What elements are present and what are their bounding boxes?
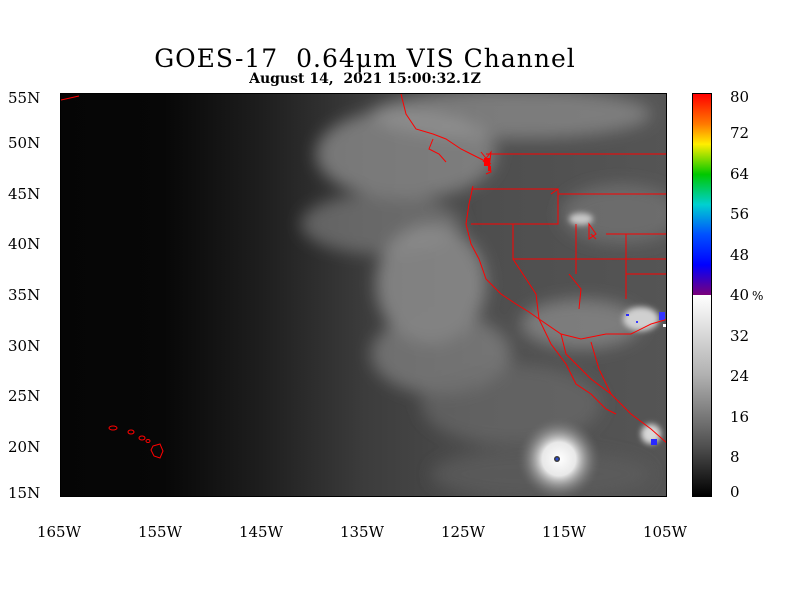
colorbar-label: 0 [730, 483, 740, 501]
satellite-imagery-svg [61, 94, 666, 496]
colorbar-label: 64 [730, 165, 750, 183]
colorbar-label: 8 [730, 448, 740, 466]
colorbar-label: 48 [730, 246, 750, 264]
saturated-pixels [626, 312, 666, 445]
hawaii-islands [108, 425, 164, 459]
colorbar-label: 72 [730, 124, 750, 142]
map-timestamp: August 14, 2021 15:00:32.1Z [249, 71, 481, 87]
lat-label: 25N [8, 387, 41, 405]
lat-label: 50N [8, 134, 41, 152]
map-title: GOES-17 0.64μm VIS Channel [154, 44, 576, 73]
lon-label: 115W [541, 523, 587, 541]
colorbar-label: 24 [730, 367, 750, 385]
lat-label: 30N [8, 337, 41, 355]
lat-label: 45N [8, 185, 41, 203]
lon-label: 135W [339, 523, 385, 541]
lon-label: 105W [642, 523, 688, 541]
colorbar-label: 80 [730, 88, 750, 106]
lon-label: 165W [36, 523, 82, 541]
hurricane [517, 417, 601, 496]
colorbar-label: 56 [730, 205, 750, 223]
colorbar-label: 40 [730, 286, 750, 304]
lon-label: 125W [440, 523, 486, 541]
lat-label: 20N [8, 438, 41, 456]
lat-label: 35N [8, 286, 41, 304]
lat-label: 55N [8, 89, 41, 107]
lon-label: 155W [137, 523, 183, 541]
colorbar-unit: % [752, 289, 764, 303]
lat-label: 15N [8, 484, 41, 502]
political-borders [61, 94, 666, 443]
colorbar-label: 16 [730, 408, 750, 426]
colorbar [692, 93, 712, 497]
colorbar-label: 32 [730, 327, 750, 345]
satellite-image [60, 93, 667, 497]
lat-label: 40N [8, 235, 41, 253]
lon-label: 145W [238, 523, 284, 541]
